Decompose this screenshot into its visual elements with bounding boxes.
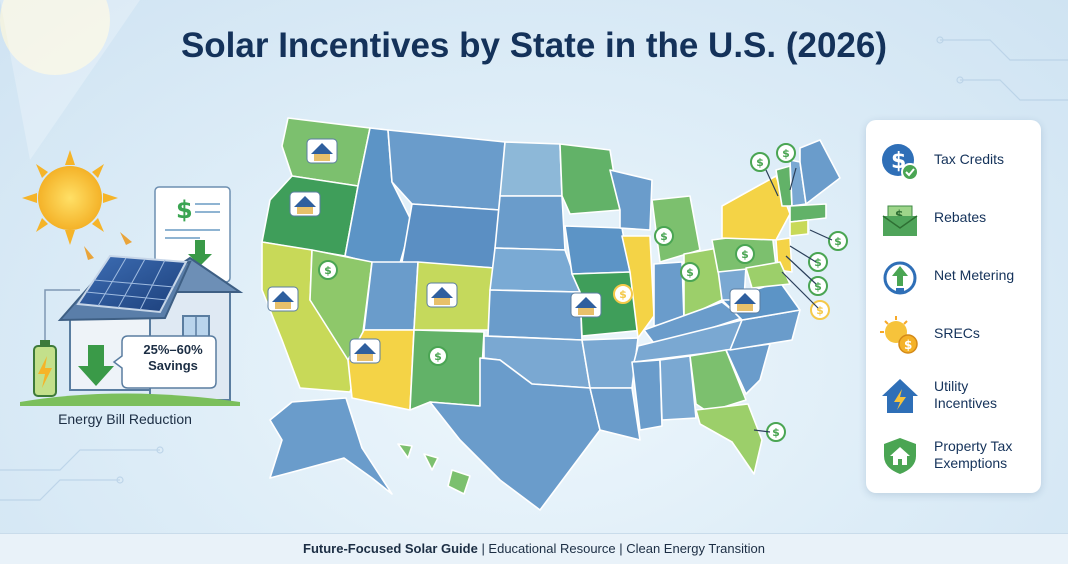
dollar-markers: $ $ $ $ $ $ $ $ $ $ $ $ $ — [318, 143, 848, 442]
state-wyoming — [401, 203, 501, 269]
main-illustration: $ — [0, 0, 1068, 511]
northeast-arrows — [753, 167, 833, 433]
svg-text:$: $ — [904, 338, 912, 352]
svg-text:$: $ — [816, 304, 824, 317]
legend-item-rebates: $ Rebates — [866, 196, 1041, 248]
state-louisiana — [589, 387, 641, 441]
legend-item-tax-credits: $ Tax Credits — [866, 138, 1041, 190]
dollar-coin-marker: $ — [680, 262, 700, 282]
energy-bill-caption: Energy Bill Reduction — [58, 411, 192, 427]
legend-label: Tax Credits — [934, 151, 1005, 167]
svg-text:$: $ — [176, 196, 193, 224]
svg-text:$: $ — [814, 280, 822, 293]
state-texas — [429, 357, 601, 511]
svg-text:$: $ — [756, 156, 764, 169]
footer-brand: Future-Focused Solar Guide — [303, 541, 478, 556]
state-minnesota — [559, 143, 621, 215]
house-solar-marker — [729, 288, 761, 314]
background-sun-rays — [0, 0, 140, 160]
svg-text:$: $ — [782, 147, 790, 160]
svg-text:$: $ — [834, 235, 842, 248]
legend-item-net-metering: Net Metering — [866, 254, 1041, 306]
dollar-check-icon: $ — [882, 144, 919, 181]
net-metering-icon — [883, 261, 917, 295]
state-new-mexico — [409, 329, 485, 411]
state-indiana — [653, 261, 685, 327]
state-massachusetts — [789, 203, 827, 223]
dollar-coin-marker: $ — [776, 143, 796, 163]
page-title: Solar Incentives by State in the U.S. (2… — [180, 26, 888, 65]
shield-house-icon — [884, 438, 916, 474]
state-mississippi — [631, 359, 663, 431]
house-bolt-icon — [882, 379, 918, 413]
legend-panel: $ Tax Credits $ Rebates Net Metering — [866, 120, 1041, 493]
savings-percent: 25%–60% — [143, 342, 203, 357]
state-maryland — [745, 261, 791, 289]
svg-text:$: $ — [895, 208, 903, 222]
house-solar-marker — [570, 292, 602, 318]
house-illustration: $ — [20, 150, 244, 406]
footer-tagline: | Educational Resource | Clean Energy Tr… — [477, 541, 765, 556]
savings-word: Savings — [148, 358, 198, 373]
state-utah — [363, 261, 419, 331]
state-south-dakota — [494, 195, 566, 251]
state-alaska — [269, 397, 393, 495]
legend-item-utility-incentives: Utility Incentives — [866, 370, 1041, 422]
dollar-coin-marker: $ — [750, 152, 770, 172]
dollar-coin-marker: $ — [808, 252, 828, 272]
house-solar-marker — [426, 282, 458, 308]
state-illinois — [621, 235, 655, 339]
legend-item-property-tax: Property Tax Exemptions — [866, 430, 1041, 482]
state-hawaii — [397, 443, 471, 495]
sun-coins-icon: $ — [880, 316, 918, 354]
legend-label: Rebates — [934, 209, 987, 225]
dollar-coin-marker: $ — [613, 284, 633, 304]
svg-text:$: $ — [741, 248, 749, 261]
dollar-coin-marker: $ — [318, 260, 338, 280]
svg-text:$: $ — [660, 230, 668, 243]
legend-label: SRECs — [934, 325, 980, 341]
state-maine — [799, 139, 841, 205]
house-markers — [267, 138, 761, 364]
state-wisconsin — [609, 169, 653, 231]
state-florida — [695, 403, 763, 475]
svg-text:$: $ — [619, 288, 627, 301]
house-solar-marker — [267, 286, 299, 312]
legend-item-srecs: $ SRECs — [866, 312, 1041, 364]
state-alabama — [659, 355, 697, 421]
svg-text:$: $ — [814, 256, 822, 269]
state-north-dakota — [499, 141, 563, 197]
state-kansas — [487, 289, 583, 341]
state-montana — [387, 129, 506, 211]
state-arkansas — [581, 337, 639, 389]
savings-badge: 25%–60% Savings — [134, 342, 212, 374]
state-connecticut — [789, 219, 809, 237]
dollar-coin-marker: $ — [654, 226, 674, 246]
us-map — [261, 117, 841, 511]
circuit-decoration — [0, 36, 1068, 501]
svg-text:$: $ — [434, 350, 442, 363]
sun-icon — [22, 150, 118, 245]
legend-label: Net Metering — [934, 267, 1015, 283]
svg-text:$: $ — [772, 426, 780, 439]
state-iowa — [564, 225, 631, 275]
dollar-coin-marker: $ — [428, 346, 448, 366]
legend-label: Utility Incentives — [934, 378, 998, 411]
svg-text:$: $ — [686, 266, 694, 279]
solar-panel-icon — [76, 254, 188, 314]
state-nebraska — [489, 247, 581, 293]
footer: Future-Focused Solar Guide | Educational… — [0, 533, 1068, 564]
envelope-cash-icon: $ — [882, 205, 918, 236]
house-solar-marker — [289, 191, 321, 217]
legend-label: Property Tax Exemptions — [934, 438, 1013, 471]
house-solar-marker — [349, 338, 381, 364]
svg-text:$: $ — [324, 264, 332, 277]
state-new-york — [721, 175, 791, 241]
dollar-coin-marker: $ — [735, 244, 755, 264]
savings-bubble — [112, 335, 217, 389]
house-solar-marker — [306, 138, 338, 164]
dollar-coin-marker: $ — [828, 231, 848, 251]
bill-document-icon: $ — [154, 186, 231, 283]
battery-icon — [33, 340, 57, 397]
